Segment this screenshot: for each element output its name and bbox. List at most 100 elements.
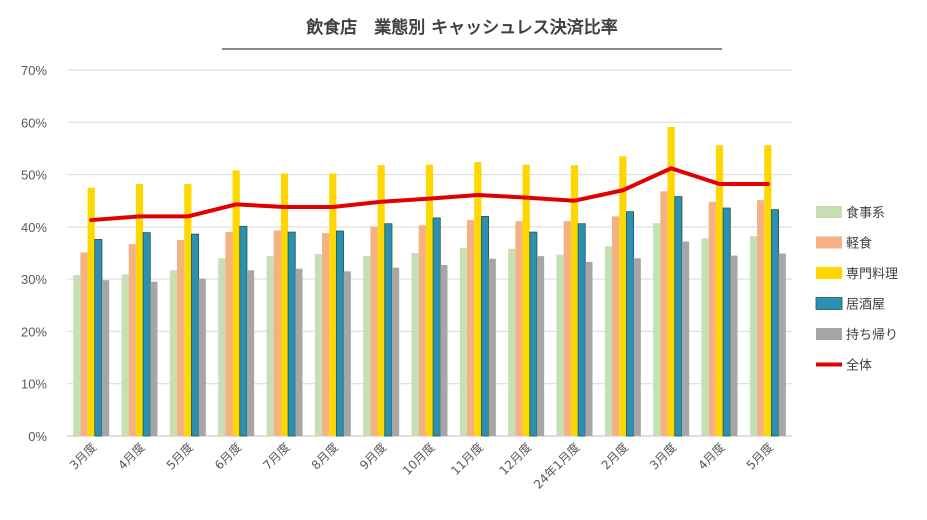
bar-持ち帰り-3月度 bbox=[101, 280, 110, 436]
x-tick-label: 7月度 bbox=[260, 440, 293, 473]
x-tick-label: 2月度 bbox=[598, 440, 631, 473]
bar-専門料理-6月度 bbox=[232, 170, 240, 437]
bar-居酒屋-3月度 bbox=[94, 239, 103, 437]
bar-専門料理-9月度 bbox=[377, 165, 385, 436]
bar-持ち帰り-4月度 bbox=[150, 281, 158, 436]
y-tick-label: 10% bbox=[21, 377, 47, 392]
bar-持ち帰り-6月度 bbox=[246, 270, 255, 436]
bar-食事系-3月度 bbox=[653, 223, 661, 436]
bar-持ち帰り-5月度 bbox=[778, 253, 786, 436]
x-tick-label: 8月度 bbox=[308, 440, 341, 473]
bar-居酒屋-9月度 bbox=[384, 223, 393, 437]
bar-専門料理-4月度 bbox=[135, 183, 144, 436]
bar-軽食-10月度 bbox=[418, 225, 426, 436]
bar-専門料理-24年1月度 bbox=[570, 165, 579, 436]
legend-label-全体: 全体 bbox=[846, 358, 872, 374]
bar-居酒屋-24年1月度 bbox=[577, 223, 586, 437]
bar-軽食-5月度 bbox=[757, 200, 765, 436]
legend-label-専門料理: 専門料理 bbox=[846, 267, 898, 282]
bar-食事系-4月度 bbox=[701, 238, 709, 436]
legend-swatch-食事系 bbox=[816, 206, 842, 218]
y-tick-label: 30% bbox=[21, 272, 47, 287]
x-tick-label: 6月度 bbox=[211, 440, 244, 473]
bar-持ち帰り-2月度 bbox=[633, 258, 641, 436]
bar-居酒屋-7月度 bbox=[287, 231, 296, 437]
legend-label-持ち帰り: 持ち帰り bbox=[846, 327, 898, 343]
bar-居酒屋-12月度 bbox=[529, 231, 538, 437]
bar-専門料理-12月度 bbox=[522, 164, 530, 436]
bar-軽食-4月度 bbox=[128, 244, 136, 436]
legend-label-食事系: 食事系 bbox=[846, 205, 885, 221]
bar-軽食-3月度 bbox=[660, 191, 668, 436]
bar-居酒屋-4月度 bbox=[142, 232, 151, 437]
bar-居酒屋-5月度 bbox=[191, 233, 200, 437]
bar-持ち帰り-12月度 bbox=[536, 256, 545, 436]
bar-軽食-2月度 bbox=[612, 216, 620, 436]
y-tick-label: 40% bbox=[21, 220, 47, 235]
bar-軽食-7月度 bbox=[273, 230, 281, 436]
bar-食事系-4月度 bbox=[121, 274, 129, 436]
x-tick-label: 5月度 bbox=[743, 440, 776, 473]
bar-持ち帰り-3月度 bbox=[681, 241, 690, 436]
bar-専門料理-3月度 bbox=[667, 126, 675, 437]
legend-swatch-専門料理 bbox=[816, 267, 842, 279]
bar-持ち帰り-4月度 bbox=[730, 255, 738, 436]
x-tick-label: 5月度 bbox=[163, 440, 196, 473]
x-tick-label: 4月度 bbox=[695, 440, 728, 473]
bar-居酒屋-10月度 bbox=[432, 217, 441, 437]
bar-居酒屋-2月度 bbox=[626, 211, 635, 437]
legend-swatch-居酒屋 bbox=[815, 297, 843, 310]
y-axis-ticks: 0% 10% 20% 30% 40% 50% 60% 70% bbox=[21, 63, 47, 444]
legend-swatch-持ち帰り bbox=[816, 328, 842, 340]
bar-食事系-5月度 bbox=[169, 270, 178, 436]
bar-専門料理-10月度 bbox=[425, 164, 434, 436]
bar-食事系-8月度 bbox=[314, 254, 323, 436]
legend-swatch-軽食 bbox=[816, 236, 842, 249]
bar-軽食-11月度 bbox=[467, 220, 475, 436]
bar-居酒屋-5月度 bbox=[771, 209, 780, 437]
bar-専門料理-11月度 bbox=[474, 162, 482, 436]
bar-軽食-3月度 bbox=[80, 252, 88, 436]
x-tick-label: 9月度 bbox=[356, 440, 389, 473]
bar-専門料理-5月度 bbox=[764, 145, 772, 436]
bar-持ち帰り-5月度 bbox=[198, 278, 206, 436]
bar-居酒屋-11月度 bbox=[481, 215, 490, 437]
bar-食事系-7月度 bbox=[266, 256, 274, 436]
bar-専門料理-2月度 bbox=[619, 156, 627, 436]
bar-持ち帰り-8月度 bbox=[343, 271, 351, 436]
legend-label-軽食: 軽食 bbox=[846, 236, 872, 252]
bar-持ち帰り-24年1月度 bbox=[585, 261, 593, 436]
bar-居酒屋-3月度 bbox=[674, 196, 683, 437]
x-tick-label: 3月度 bbox=[646, 440, 679, 473]
x-tick-label: 4月度 bbox=[115, 440, 148, 473]
y-tick-label: 20% bbox=[21, 324, 47, 339]
chart-title: 飲食店 業態別 キャッシュレス決済比率 bbox=[305, 17, 618, 38]
y-tick-label: 60% bbox=[21, 115, 47, 130]
bar-居酒屋-4月度 bbox=[722, 207, 731, 437]
bar-食事系-24年1月度 bbox=[556, 254, 564, 436]
bar-軽食-5月度 bbox=[177, 239, 185, 436]
y-tick-label: 0% bbox=[28, 429, 47, 444]
bar-軽食-12月度 bbox=[515, 221, 523, 436]
x-tick-label: 3月度 bbox=[66, 440, 99, 473]
bar-食事系-10月度 bbox=[411, 253, 419, 436]
bar-食事系-12月度 bbox=[508, 248, 516, 436]
x-tick-label: 11月度 bbox=[448, 440, 486, 478]
bar-専門料理-5月度 bbox=[184, 183, 192, 436]
bar-食事系-6月度 bbox=[218, 258, 226, 436]
bar-軽食-9月度 bbox=[370, 226, 378, 436]
x-tick-label: 12月度 bbox=[496, 440, 534, 478]
bar-食事系-2月度 bbox=[604, 246, 613, 436]
bar-専門料理-4月度 bbox=[715, 145, 724, 436]
x-tick-label: 10月度 bbox=[399, 440, 437, 478]
x-tick-label: 24年1月度 bbox=[530, 440, 582, 492]
total-line bbox=[89, 166, 770, 223]
bar-持ち帰り-11月度 bbox=[488, 258, 496, 436]
bar-軽食-8月度 bbox=[322, 233, 330, 436]
bar-食事系-11月度 bbox=[459, 247, 468, 436]
bar-持ち帰り-7月度 bbox=[295, 268, 303, 436]
bar-軽食-4月度 bbox=[708, 201, 716, 436]
